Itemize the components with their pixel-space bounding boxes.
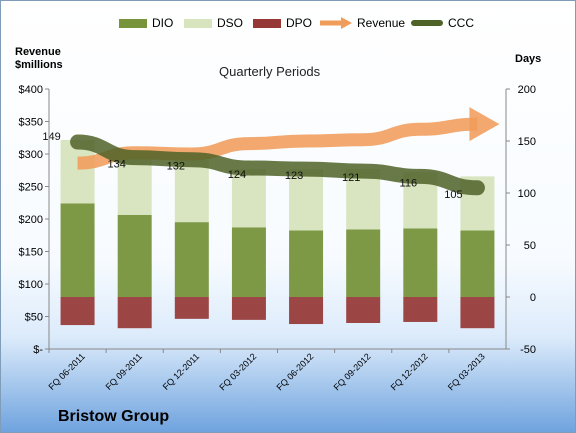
category-label: FQ 03-2013 [446,351,487,392]
right-tick-label: 150 [518,136,536,148]
legend-swatch-dio [119,18,147,28]
company-name: Bristow Group [58,408,170,425]
right-tick-label: -50 [520,344,536,356]
ccc-data-label: 124 [228,169,246,181]
left-tick-label: $- [33,344,43,356]
revenue-arrowhead [469,107,500,142]
dpo-bar [117,297,152,329]
dio-bar [117,214,152,297]
legend-item-ccc: CCC [411,13,474,33]
ccc-data-label: 105 [444,189,462,201]
dso-bar [174,159,209,223]
ccc-data-label: 121 [342,172,360,184]
dio-bar [174,222,209,297]
legend-label-ccc: CCC [448,16,474,30]
legend-arrow-icon [320,17,352,29]
left-axis-title: Revenue $millions [15,46,63,72]
dpo-bar [403,297,438,322]
legend-item-revenue: Revenue [319,13,405,33]
ccc-data-label: 134 [108,159,126,171]
right-tick-label: 50 [524,240,536,252]
dpo-bar [346,297,381,323]
category-label: FQ 09-2011 [104,351,145,392]
category-label: FQ 06-2011 [46,351,87,392]
left-tick-label: $350 [19,117,43,129]
dso-bar [346,169,381,230]
dpo-bar [289,297,324,325]
legend: DIO DSO DPO Revenue CCC [1,13,575,33]
left-axis-title-line2: $millions [15,59,63,71]
category-label: FQ 12-2012 [389,351,430,392]
left-tick-label: $250 [19,182,43,194]
legend-label-dpo: DPO [286,16,313,30]
dio-bar [403,228,438,297]
ccc-data-label: 116 [400,177,418,189]
right-axis-title: Days [515,53,542,65]
dio-bar [231,227,266,297]
dpo-bar [231,297,266,320]
legend-swatch-ccc [411,20,443,26]
ccc-line [70,134,485,196]
left-tick-label: $150 [19,247,43,259]
legend-swatch-dso [184,18,212,28]
legend-item-dso: DSO [184,13,243,33]
legend-label-dio: DIO [152,16,174,30]
dio-bar [60,203,95,297]
left-tick-label: $200 [19,214,43,226]
left-tick-label: $100 [19,279,43,291]
left-tick-label: $400 [19,84,43,96]
ccc-data-label: 123 [285,170,303,182]
legend-item-dpo: DPO [253,13,312,33]
category-label: FQ 09-2012 [332,351,373,392]
dpo-bar [60,297,95,326]
dso-bar [289,169,324,231]
category-label: FQ 06-2012 [274,351,315,392]
dio-bar [460,230,495,297]
left-tick-label: $300 [19,149,43,161]
left-axis-title-line1: Revenue [15,46,61,58]
dso-bar [231,169,266,228]
legend-label-dso: DSO [217,16,244,30]
category-label: FQ 12-2011 [161,351,202,392]
category-label: FQ 03-2012 [217,351,258,392]
dpo-bar [174,297,209,319]
ccc-data-label: 149 [42,131,60,143]
legend-item-dio: DIO [119,13,173,33]
right-tick-label: 100 [518,188,536,200]
right-tick-label: 0 [530,292,536,304]
left-tick-label: $50 [25,312,43,324]
legend-label-revenue: Revenue [357,16,406,30]
dio-bar [346,229,381,297]
dio-bar [289,230,324,297]
legend-swatch-dpo [253,18,281,28]
right-tick-label: 200 [518,84,536,96]
ccc-data-label: 132 [167,161,185,173]
dpo-bar [460,297,495,329]
chart-title: Quarterly Periods [219,64,321,79]
